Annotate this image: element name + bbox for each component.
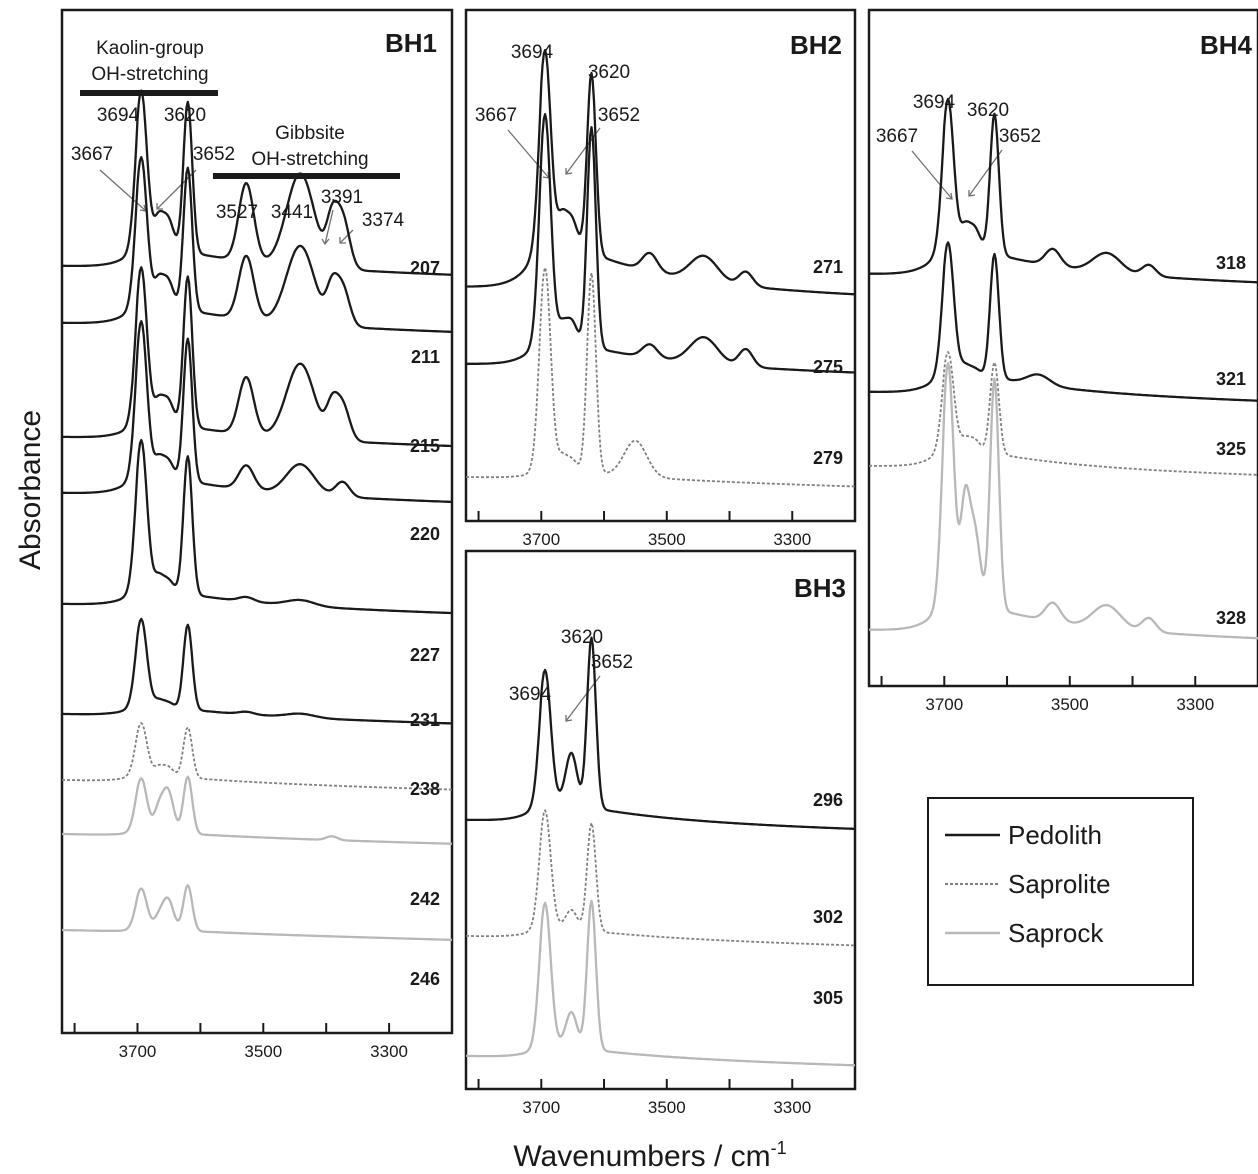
bh1-tick-label-3300: 3300 xyxy=(370,1042,408,1061)
bh4-tick-label-3700: 3700 xyxy=(925,695,963,714)
legend: Pedolith Saprolite Saprock xyxy=(927,797,1194,986)
bh4-depth-label-321: 321 xyxy=(1216,369,1246,389)
bh1-peak-label-3667: 3667 xyxy=(71,144,113,165)
bh2-tick-label-3300: 3300 xyxy=(773,530,811,549)
bh1-peak-label-3652: 3652 xyxy=(193,144,235,165)
bh3-tick-label-3300: 3300 xyxy=(773,1098,811,1117)
panel-bh4-title: BH4 xyxy=(1200,30,1253,60)
bh4-depth-label-318: 318 xyxy=(1216,253,1246,273)
panel-bh1-frame xyxy=(60,8,454,1035)
bh1-depth-label-231: 231 xyxy=(410,710,440,730)
bh2-peak-label-3652: 3652 xyxy=(598,105,640,126)
x-axis-title: Wavenumbers / cm-1 xyxy=(513,1138,786,1173)
bh1-spectrum-220 xyxy=(62,320,452,504)
legend-box xyxy=(927,797,1194,986)
bh2-tick-label-3500: 3500 xyxy=(648,530,686,549)
bh4-spectrum-328 xyxy=(869,362,1258,640)
panel-bh2-frame xyxy=(464,8,857,523)
bh4-depth-label-328: 328 xyxy=(1216,608,1246,628)
bh2-peak-label-3620: 3620 xyxy=(588,62,630,83)
kaolin-band-label-line2: OH-stretching xyxy=(91,64,208,85)
bh1-depth-label-211: 211 xyxy=(411,347,440,367)
bh2-depth-label-279: 279 xyxy=(813,448,843,468)
gibbsite-band-label-line1: Gibbsite xyxy=(275,123,345,144)
panel-bh3-frame xyxy=(464,549,857,1091)
x-axis-title-superscript: -1 xyxy=(771,1138,787,1158)
bh1-spectrum-242 xyxy=(62,775,452,845)
bh1-spectrum-215 xyxy=(61,266,452,448)
bh1-depth-label-238: 238 xyxy=(410,779,440,799)
bh1-spectrum-211 xyxy=(62,156,452,333)
bh1-tick-label-3500: 3500 xyxy=(244,1042,282,1061)
bh4-peak-arrows xyxy=(911,149,1003,200)
bh2-depth-label-275: 275 xyxy=(813,357,843,377)
bh3-tick-label-3500: 3500 xyxy=(648,1098,686,1117)
spectra-layer: 3700 3500 3300 207 211 215 220 227 231 238 242 246 3… xyxy=(61,48,1258,1117)
bh1-depth-label-227: 227 xyxy=(410,645,440,665)
bh2-spectrum-271 xyxy=(466,48,856,296)
bh2-spectrum-279 xyxy=(466,266,856,488)
bh3-depth-label-305: 305 xyxy=(813,988,843,1008)
gibbsite-band-label-line2: OH-stretching xyxy=(251,149,368,170)
bh3-depth-label-296: 296 xyxy=(813,790,843,810)
bh1-spectrum-238 xyxy=(61,722,452,791)
bh2-spectrum-275 xyxy=(465,113,856,374)
bh4-spectrum-318 xyxy=(869,97,1258,284)
bh4-spectrum-321 xyxy=(869,241,1258,402)
bh1-peak-label-3391: 3391 xyxy=(321,187,363,208)
bh1-peak-label-3527: 3527 xyxy=(216,202,258,223)
legend-label-saprolite: Saprolite xyxy=(1008,869,1111,899)
panel-bh3-title: BH3 xyxy=(794,573,846,603)
bh2-peak-label-3667: 3667 xyxy=(475,105,517,126)
bh1-tick-label-3700: 3700 xyxy=(119,1042,157,1061)
bh1-depth-label-242: 242 xyxy=(410,889,440,909)
bh3-peak-label-3652: 3652 xyxy=(591,652,633,673)
bh3-peak-label-3620: 3620 xyxy=(561,627,603,648)
bh4-peak-label-3652: 3652 xyxy=(999,126,1041,147)
x-axis-title-text: Wavenumbers / cm xyxy=(513,1140,770,1173)
bh1-spectrum-207 xyxy=(62,89,452,276)
bh1-depth-label-215: 215 xyxy=(410,436,440,456)
bh1-depth-label-207: 207 xyxy=(410,258,440,278)
panel-bh1-title: BH1 xyxy=(385,28,437,58)
bh1-spectrum-246 xyxy=(62,884,452,941)
panel-bh2-title: BH2 xyxy=(790,30,842,60)
panel-bh4-frame xyxy=(867,8,1258,688)
legend-label-pedolith: Pedolith xyxy=(1008,820,1102,850)
bh1-depth-label-220: 220 xyxy=(410,524,440,544)
bh4-tick-label-3500: 3500 xyxy=(1051,695,1089,714)
bh1-depth-label-246: 246 xyxy=(410,969,440,989)
bh2-depth-label-271: 271 xyxy=(813,257,843,277)
bh4-peak-label-3620: 3620 xyxy=(967,100,1009,121)
legend-label-saprock: Saprock xyxy=(1008,918,1104,948)
bh2-tick-label-3700: 3700 xyxy=(522,530,560,549)
bh1-peak-label-3694: 3694 xyxy=(97,105,140,126)
bh4-peak-label-3667: 3667 xyxy=(876,126,918,147)
bh1-spectrum-227 xyxy=(62,438,452,615)
bh3-spectrum-305 xyxy=(466,899,855,1067)
bh4-spectrum-325 xyxy=(869,351,1258,476)
bh3-peak-label-3694: 3694 xyxy=(509,684,552,705)
bh4-tick-label-3300: 3300 xyxy=(1176,695,1214,714)
bh1-peak-label-3441: 3441 xyxy=(271,202,313,223)
y-axis-title: Absorbance xyxy=(14,410,47,570)
bh3-spectrum-302 xyxy=(466,809,855,947)
kaolin-band-label-line1: Kaolin-group xyxy=(96,38,204,59)
bh1-spectrum-231 xyxy=(62,617,452,725)
bh3-depth-label-302: 302 xyxy=(813,907,843,927)
bh1-peak-label-3374: 3374 xyxy=(362,210,405,231)
bh4-depth-label-325: 325 xyxy=(1216,439,1246,459)
bh3-tick-label-3700: 3700 xyxy=(522,1098,560,1117)
bh3-spectrum-296 xyxy=(466,636,856,831)
